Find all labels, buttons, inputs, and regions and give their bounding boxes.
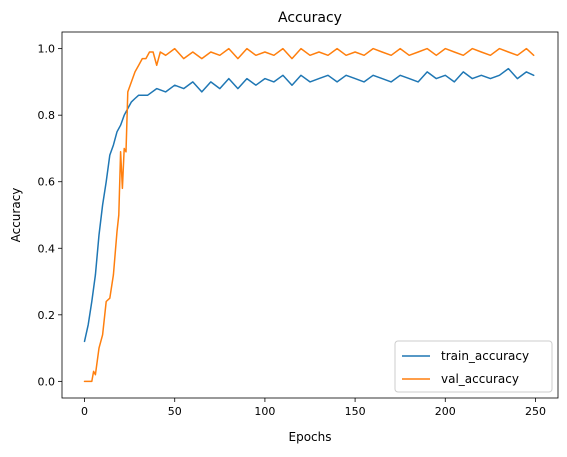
y-tick-label: 0.4	[38, 242, 56, 255]
x-tick-label: 100	[254, 405, 275, 418]
x-tick-label: 250	[525, 405, 546, 418]
legend-train-label: train_accuracy	[441, 349, 529, 363]
chart-title: Accuracy	[278, 10, 342, 26]
series-layer	[83, 47, 535, 383]
legend-box	[394, 340, 553, 393]
x-axis-ticks: 0 50 100 150 200 250	[81, 398, 546, 418]
legend: train_accuracy val_accuracy	[394, 340, 553, 393]
y-axis-ticks: 0.0 0.2 0.4 0.6 0.8 1.0	[38, 43, 62, 388]
y-axis-label: Accuracy	[9, 188, 23, 243]
plot-area	[62, 32, 558, 398]
x-tick-label: 200	[435, 405, 456, 418]
series-line-train-accuracy	[83, 67, 535, 343]
y-tick-label: 0.0	[38, 375, 56, 388]
x-tick-label: 150	[345, 405, 366, 418]
legend-val-label: val_accuracy	[441, 372, 519, 386]
series-line-val-accuracy	[83, 47, 535, 383]
x-axis-label: Epochs	[289, 430, 332, 444]
y-tick-label: 0.2	[38, 309, 56, 322]
y-tick-label: 0.6	[38, 176, 56, 189]
y-tick-label: 0.8	[38, 109, 56, 122]
y-tick-label: 1.0	[38, 43, 56, 56]
x-tick-label: 0	[81, 405, 88, 418]
x-tick-label: 50	[168, 405, 182, 418]
plot-frame	[61, 31, 559, 399]
